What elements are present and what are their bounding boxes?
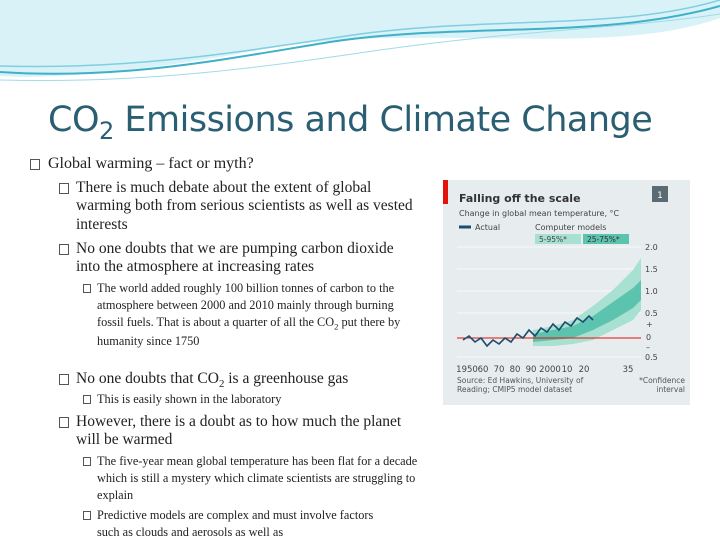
figure-source-box: Source: Ed Hawkins, University of Readin… [457, 376, 584, 395]
y-label: 0 [646, 333, 651, 342]
figure-badge-box [652, 186, 668, 202]
x-label: 10 [562, 365, 573, 375]
slide-title: CO2 Emissions and Climate Change [48, 100, 653, 145]
bullet: No one doubts that CO2 is a greenhouse g… [59, 370, 416, 391]
title-subscript: 2 [99, 117, 114, 145]
bullet: This is easily shown in the laboratory [83, 391, 415, 408]
figure-badge: 1 [657, 191, 663, 201]
x-label: 1950 [456, 365, 478, 375]
legend-swatch [583, 234, 629, 244]
x-label: 20 [579, 365, 590, 375]
y-label: 1.0 [645, 287, 658, 296]
legend-label: Computer models [535, 223, 606, 232]
figure-source: Source: Ed Hawkins, University of Readin… [457, 376, 584, 395]
x-label: 35 [623, 365, 634, 375]
y-label: 1.5 [645, 265, 658, 274]
bullet-text: put there by humanity since 1750 [97, 315, 401, 348]
legend-swatch [535, 234, 581, 244]
figure: Falling off the scale 1 Change in global… [443, 180, 690, 405]
bullet: Global warming – fact or myth? [30, 155, 428, 174]
bullet-subscript: 2 [334, 321, 339, 332]
y-label: 0.5 [645, 309, 658, 318]
header-decoration [0, 0, 720, 82]
bullet: No one doubts that we are pumping carbon… [59, 240, 416, 277]
actual-line [462, 314, 594, 348]
figure-note-box: *Confidence interval [639, 376, 685, 395]
x-label: 80 [510, 365, 521, 375]
x-label: 90 [526, 365, 537, 375]
y-label: 2.0 [645, 243, 658, 252]
title-text: CO [48, 100, 100, 140]
figure-subtitle: Change in global mean temperature, °C [459, 209, 620, 218]
legend-label: 5-95%* [539, 235, 567, 244]
legend-label: Actual [475, 223, 500, 232]
model-band-wide [533, 258, 641, 346]
figure-note: *Confidence interval [639, 376, 685, 395]
y-label: – [646, 343, 650, 352]
bullet-text: No one doubts that CO [76, 370, 219, 387]
bullet: Predictive models are complex and must i… [83, 507, 397, 541]
y-label: + [646, 320, 653, 329]
bullet-subscript: 2 [218, 378, 225, 391]
bullet-text: The world added roughly 100 billion tonn… [97, 281, 395, 330]
bullet: The five-year mean global temperature ha… [83, 453, 419, 505]
bullet-text: is a greenhouse gas [224, 370, 349, 387]
y-labels: 2.0 1.5 1.0 0.5 + 0 – 0.5 [645, 243, 658, 362]
x-label: 2000 [539, 365, 561, 375]
figure-accent [443, 180, 448, 204]
model-band-narrow [533, 280, 641, 342]
x-label: 70 [494, 365, 505, 375]
bullet: However, there is a doubt as to how much… [59, 413, 406, 450]
title-text: Emissions and Climate Change [113, 100, 653, 140]
figure-title: Falling off the scale [459, 192, 581, 205]
x-labels: 1950 60 70 80 90 2000 10 20 35 [456, 365, 633, 375]
legend-label: 25-75%* [587, 235, 620, 244]
y-label: 0.5 [645, 353, 658, 362]
x-label: 60 [478, 365, 489, 375]
bullet: There is much debate about the extent of… [59, 179, 416, 234]
bullet: The world added roughly 100 billion tonn… [83, 280, 415, 350]
